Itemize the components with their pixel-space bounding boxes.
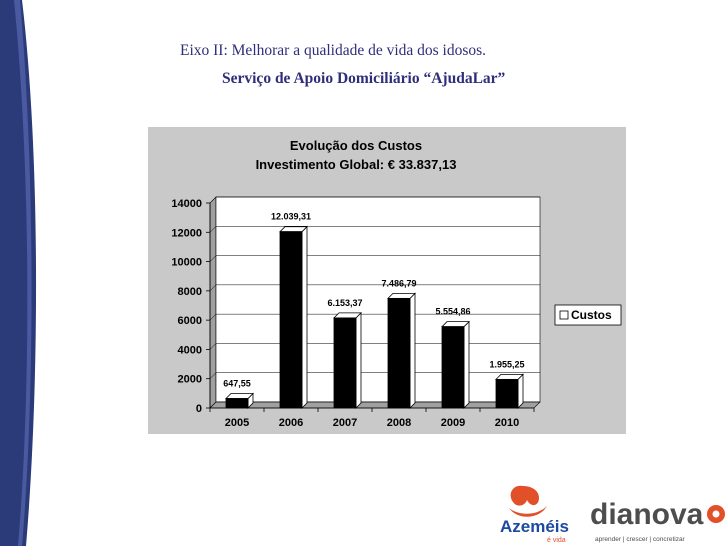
dianova-logo-mark-dot [712,510,720,518]
dianova-logo-name: dianova [590,498,704,531]
data-label: 5.554,86 [435,307,470,317]
bar [387,297,411,409]
x-tick-label: 2007 [333,417,357,429]
azemeis-logo-swoosh [509,506,547,517]
x-tick-label: 2008 [387,417,411,429]
plot-background [215,196,541,403]
bar-top [387,292,416,299]
side-wall [209,196,217,409]
gridline [209,372,540,379]
legend-swatch [559,310,569,320]
y-tick-label: 12000 [171,227,202,239]
bar-top [225,393,254,399]
bar-top [333,312,362,319]
data-label: 12.039,31 [271,212,311,222]
x-tick-label: 2010 [495,417,519,429]
bar-side [409,292,416,409]
data-label: 1.955,25 [489,359,524,369]
legend-label-custos: Custos [571,308,612,322]
decorative-side-band [0,0,40,546]
dianova-logo-tagline: aprender | crescer | concretizar [595,536,686,543]
y-tick-label: 4000 [178,344,202,356]
slide-heading: Eixo II: Melhorar a qualidade de vida do… [180,42,487,59]
y-tick-label: 2000 [178,374,202,386]
y-tick-label: 6000 [178,315,202,327]
x-tick-label: 2009 [441,417,465,429]
gridline [209,196,540,204]
gridline [209,343,540,350]
cost-evolution-chart: Evolução dos Custos Investimento Global:… [148,127,626,434]
gridline [209,284,540,292]
bar-side [463,320,470,409]
dianova-logo: dianova aprender | crescer | concretizar [590,498,725,543]
data-label: 647,55 [223,379,251,389]
bar-side [355,311,362,409]
gridline [209,401,540,409]
x-tick-label: 2005 [225,417,249,429]
gridline [209,313,540,321]
bar [333,317,357,409]
y-tick-label: 10000 [171,257,202,269]
bar [279,231,303,409]
gridline [209,255,540,262]
legend-box [554,304,622,326]
plot-area: 0 2000 4000 6000 8000 10000 12000 14000 647,55 20… [171,196,541,429]
data-label: 6.153,37 [327,298,362,308]
slide-subheading: Serviço de Apoio Domiciliário “AjudaLar” [222,70,506,87]
footer-logos: Azeméis é vida dianova aprender | cresce… [500,485,725,544]
x-tick-label: 2006 [279,417,303,429]
bar-top [279,226,308,233]
bar-top [441,321,470,328]
y-tick-label: 14000 [171,198,202,210]
gridline [209,226,540,233]
chart-subtitle: Investimento Global: € 33.837,13 [256,157,457,172]
y-tick-label: 8000 [178,286,202,298]
bar-side [517,373,524,409]
floor [209,401,541,409]
chart-title: Evolução dos Custos [290,138,422,153]
bar [225,398,249,409]
data-label: 7.486,79 [381,278,416,288]
azemeis-logo: Azeméis é vida [500,485,569,544]
azemeis-logo-name: Azeméis [500,517,569,536]
chart-legend: Custos [554,304,622,326]
azemeis-logo-emblem [510,485,539,506]
bar-top [495,373,524,380]
azemeis-logo-tagline: é vida [547,537,566,544]
bar [441,326,465,409]
bar [495,378,519,409]
bar-side [301,225,308,409]
y-tick-label: 0 [196,403,202,415]
